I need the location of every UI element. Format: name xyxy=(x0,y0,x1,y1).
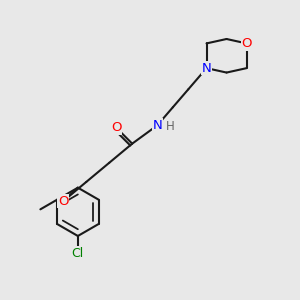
Text: O: O xyxy=(241,37,252,50)
Text: N: N xyxy=(202,61,212,75)
Text: Cl: Cl xyxy=(72,247,84,260)
Text: O: O xyxy=(58,195,69,208)
Text: N: N xyxy=(152,119,162,132)
Text: H: H xyxy=(166,120,174,134)
Text: O: O xyxy=(111,121,121,134)
